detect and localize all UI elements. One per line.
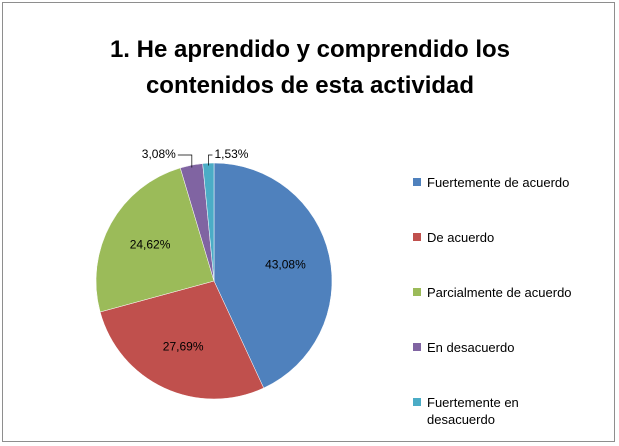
legend-swatch — [413, 288, 421, 296]
legend-label: En desacuerdo — [427, 340, 515, 355]
data-label: 3,08% — [142, 147, 176, 161]
legend-item: Fuertemente en desacuerdo — [413, 394, 573, 446]
leader-line — [208, 154, 213, 166]
pie-slice — [213, 162, 333, 389]
chart-frame — [2, 2, 615, 442]
legend-swatch — [413, 398, 421, 406]
legend-swatch — [413, 233, 421, 241]
legend-item: De acuerdo — [413, 229, 573, 284]
data-label: 43,08% — [265, 257, 306, 271]
legend-swatch — [413, 343, 421, 351]
legend-label: Parcialmente de acuerdo — [427, 285, 572, 300]
data-label: 1,53% — [214, 147, 248, 161]
data-label: 24,62% — [130, 238, 171, 252]
data-label: 27,69% — [163, 340, 204, 354]
leader-line — [177, 154, 193, 168]
legend-label: De acuerdo — [427, 230, 495, 245]
chart-title: 1. He aprendido y comprendido los conten… — [109, 36, 511, 99]
legend-swatch — [413, 178, 421, 186]
legend-item: Parcialmente de acuerdo — [413, 284, 573, 339]
legend-item: Fuertemente de acuerdo — [413, 174, 573, 229]
pie-slice — [95, 167, 215, 313]
legend-item: En desacuerdo — [413, 339, 573, 394]
pie-slice — [99, 280, 265, 400]
legend-label: Fuertemente en desacuerdo — [427, 395, 519, 427]
legend-label: Fuertemente de acuerdo — [427, 175, 570, 190]
legend: Fuertemente de acuerdo De acuerdo Parcialm… — [413, 174, 573, 446]
